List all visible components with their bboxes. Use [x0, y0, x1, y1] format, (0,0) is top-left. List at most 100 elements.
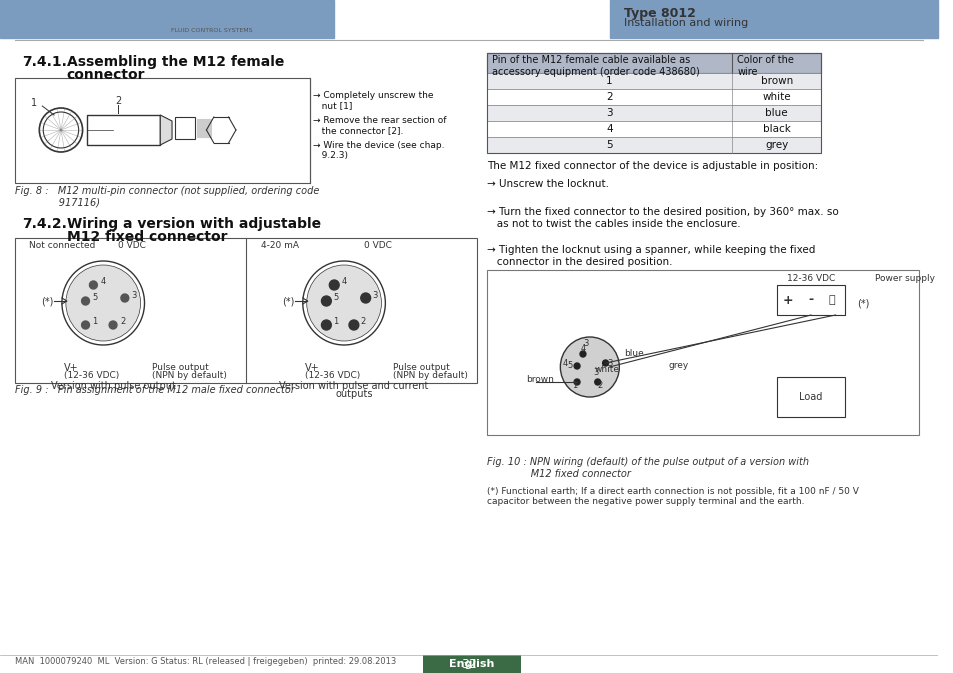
Text: (*): (*)	[857, 298, 869, 308]
Text: white: white	[594, 365, 619, 374]
Text: 7.4.2.: 7.4.2.	[22, 217, 67, 231]
Text: bürkert: bürkert	[179, 11, 243, 26]
Text: (*): (*)	[41, 296, 53, 306]
Text: grey: grey	[764, 140, 787, 150]
Text: 5: 5	[333, 293, 338, 302]
Text: Version with pulse output: Version with pulse output	[51, 381, 175, 391]
Bar	[776, 285, 844, 315]
Circle shape	[66, 265, 140, 341]
Text: 2: 2	[360, 318, 366, 326]
Text: 3: 3	[605, 108, 612, 118]
Text: 32: 32	[460, 658, 476, 670]
Text: → Wire the device (see chap.
   9.2.3): → Wire the device (see chap. 9.2.3)	[313, 141, 444, 160]
Text: 4: 4	[100, 277, 106, 287]
Text: 1: 1	[333, 318, 338, 326]
Text: (NPN by default): (NPN by default)	[393, 371, 468, 380]
Bar	[14, 238, 476, 383]
Text: 2: 2	[120, 318, 125, 326]
Text: 3: 3	[373, 291, 377, 299]
Circle shape	[329, 280, 339, 290]
Text: 3: 3	[132, 291, 137, 299]
Text: 1: 1	[31, 98, 37, 108]
Text: Wiring a version with adjustable: Wiring a version with adjustable	[67, 217, 320, 231]
Text: V+: V+	[64, 363, 78, 373]
Text: Pulse output: Pulse output	[152, 363, 209, 372]
Bar	[196, 119, 212, 137]
Text: 5: 5	[92, 293, 97, 302]
Text: 1: 1	[92, 318, 97, 326]
Text: Assembling the M12 female: Assembling the M12 female	[67, 55, 284, 69]
Bar	[87, 115, 160, 145]
Text: M12 fixed connector: M12 fixed connector	[67, 230, 227, 244]
Text: 5: 5	[605, 140, 612, 150]
Text: 2: 2	[114, 96, 121, 106]
Bar	[609, 0, 937, 38]
Text: V+: V+	[304, 363, 319, 373]
Text: 3: 3	[582, 339, 588, 348]
Bar	[174, 117, 194, 139]
Text: -: -	[807, 293, 813, 306]
Bar	[486, 73, 820, 89]
Text: 2: 2	[605, 92, 612, 102]
Bar	[776, 377, 844, 417]
Text: Fig. 8 :   M12 multi-pin connector (not supplied, ordering code
              91: Fig. 8 : M12 multi-pin connector (not su…	[14, 186, 319, 207]
Circle shape	[321, 296, 331, 306]
Text: blue: blue	[764, 108, 787, 118]
Circle shape	[82, 321, 90, 329]
Bar	[213, 11, 217, 14]
Text: 3: 3	[607, 359, 612, 367]
Text: 1: 1	[605, 76, 612, 86]
Text: (*) Functional earth; If a direct earth connection is not possible, fit a 100 nF: (*) Functional earth; If a direct earth …	[486, 487, 858, 506]
Circle shape	[121, 294, 129, 302]
Bar	[486, 137, 820, 153]
Text: 4-20 mA: 4-20 mA	[260, 241, 298, 250]
Circle shape	[579, 351, 585, 357]
Text: +: +	[782, 293, 793, 306]
Bar	[205, 11, 211, 14]
Text: ⏚: ⏚	[827, 295, 834, 305]
Text: outputs: outputs	[335, 389, 373, 399]
Text: 1: 1	[572, 381, 578, 390]
Circle shape	[307, 265, 381, 341]
Text: 5: 5	[566, 361, 572, 371]
Circle shape	[602, 360, 608, 366]
Text: FLUID CONTROL SYSTEMS: FLUID CONTROL SYSTEMS	[171, 28, 252, 32]
Text: 0 VDC: 0 VDC	[363, 241, 391, 250]
Bar	[486, 53, 820, 153]
Text: brown: brown	[760, 76, 792, 86]
Text: 4: 4	[579, 344, 585, 353]
Polygon shape	[160, 115, 172, 145]
Bar	[198, 11, 203, 14]
Circle shape	[321, 320, 331, 330]
Text: brown: brown	[525, 374, 554, 384]
Circle shape	[109, 321, 117, 329]
Circle shape	[82, 297, 90, 305]
Text: Fig. 9 :   Pin assignment of the M12 male fixed connector: Fig. 9 : Pin assignment of the M12 male …	[14, 385, 294, 395]
Text: Installation and wiring: Installation and wiring	[623, 18, 748, 28]
Circle shape	[594, 379, 600, 385]
Text: (12-36 VDC): (12-36 VDC)	[64, 371, 119, 380]
Text: → Remove the rear section of
   the connector [2].: → Remove the rear section of the connect…	[313, 116, 446, 135]
Text: (NPN by default): (NPN by default)	[152, 371, 227, 380]
Text: Power supply: Power supply	[874, 274, 934, 283]
Bar	[486, 53, 820, 73]
Bar	[14, 78, 310, 183]
Bar	[422, 655, 520, 673]
Circle shape	[559, 337, 618, 397]
Circle shape	[90, 281, 97, 289]
Text: Fig. 10 : NPN wiring (default) of the pulse output of a version with
           : Fig. 10 : NPN wiring (default) of the pu…	[486, 457, 808, 479]
Text: black: black	[761, 124, 790, 134]
Text: 0 VDC: 0 VDC	[118, 241, 146, 250]
Text: 12-36 VDC: 12-36 VDC	[786, 274, 834, 283]
Text: MAN  1000079240  ML  Version: G Status: RL (released | freigegeben)  printed: 29: MAN 1000079240 ML Version: G Status: RL …	[14, 656, 395, 666]
Text: 4: 4	[341, 277, 346, 287]
Circle shape	[360, 293, 370, 303]
Text: Type 8012: Type 8012	[623, 7, 696, 20]
Text: Not connected: Not connected	[30, 241, 95, 250]
Text: 4: 4	[605, 124, 612, 134]
Text: Version with pulse and current: Version with pulse and current	[279, 381, 428, 391]
Text: Pulse output: Pulse output	[393, 363, 450, 372]
Text: white: white	[761, 92, 790, 102]
Text: Pin of the M12 female cable available as
accessory equipment (order code 438680): Pin of the M12 female cable available as…	[491, 55, 699, 77]
Text: (12-36 VDC): (12-36 VDC)	[304, 371, 359, 380]
